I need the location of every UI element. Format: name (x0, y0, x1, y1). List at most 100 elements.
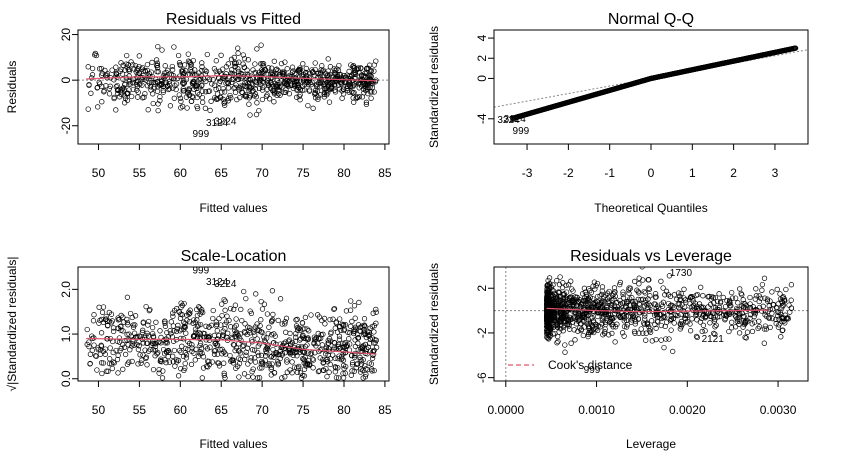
data-point (199, 350, 205, 356)
data-point (208, 322, 215, 328)
data-point (309, 356, 316, 362)
data-point (263, 93, 270, 100)
data-point (196, 329, 202, 336)
data-point (256, 85, 263, 91)
data-point (691, 305, 697, 311)
data-point (136, 81, 142, 87)
data-point (178, 98, 184, 105)
data-point (310, 357, 317, 363)
legend: Cook's distance (508, 358, 633, 372)
data-point (144, 330, 150, 336)
data-point (144, 362, 150, 368)
data-point (671, 292, 677, 298)
data-point (109, 67, 115, 73)
data-point (277, 92, 283, 98)
data-point (705, 304, 711, 310)
data-point (609, 330, 615, 337)
point-label: 999 (192, 129, 209, 140)
data-point (302, 343, 308, 350)
data-point (321, 81, 328, 87)
data-point (128, 59, 134, 65)
data-point (257, 76, 263, 83)
data-point (116, 316, 122, 323)
data-point (84, 326, 90, 333)
data-point (271, 370, 278, 376)
data-point (752, 296, 758, 302)
data-point (213, 58, 219, 64)
data-point (212, 348, 218, 354)
data-point (248, 310, 255, 317)
data-point (230, 341, 237, 348)
data-point (171, 75, 177, 82)
data-point (588, 315, 594, 321)
data-point (259, 96, 266, 103)
data-point (710, 295, 717, 301)
y-tick-label: -20 (59, 117, 73, 135)
data-point (268, 364, 275, 371)
data-point (597, 301, 604, 307)
data-point (776, 322, 782, 328)
data-point (145, 333, 151, 339)
y-axis-label: Standardized residuals (427, 26, 441, 148)
data-point (220, 66, 226, 72)
data-point (352, 343, 359, 350)
data-point (678, 318, 685, 325)
data-point (135, 346, 142, 353)
data-point (162, 323, 169, 329)
data-point (779, 327, 785, 334)
data-point (259, 329, 265, 335)
data-point (261, 67, 268, 73)
data-point (170, 313, 176, 319)
data-point (297, 97, 303, 103)
data-point (294, 316, 300, 323)
data-point (645, 296, 651, 302)
data-point (777, 309, 783, 316)
data-point (647, 293, 653, 299)
data-point (332, 89, 339, 95)
data-point (99, 70, 105, 77)
data-point (304, 342, 310, 348)
data-point (319, 63, 325, 69)
data-point (101, 88, 107, 94)
data-point (186, 59, 193, 65)
data-point (769, 289, 775, 295)
data-point (644, 320, 650, 326)
reference-line (494, 49, 808, 108)
data-point (788, 305, 795, 311)
data-point (96, 79, 102, 85)
data-point (653, 305, 659, 312)
data-point (761, 326, 768, 332)
data-point (98, 316, 105, 323)
data-point (220, 85, 226, 92)
data-point (257, 75, 263, 81)
data-point (319, 346, 325, 352)
data-point (309, 79, 315, 85)
data-point (243, 295, 249, 302)
data-point (105, 322, 111, 328)
data-point (304, 336, 311, 342)
data-point (173, 81, 180, 87)
data-point (220, 328, 226, 334)
data-point (767, 324, 773, 331)
data-point (366, 333, 372, 339)
data-point (260, 84, 266, 91)
data-point (328, 329, 334, 335)
data-point (111, 95, 117, 102)
data-point (780, 327, 786, 333)
data-point (607, 319, 613, 325)
plot-frame (77, 29, 390, 145)
data-point (270, 311, 276, 318)
data-point (171, 44, 177, 50)
data-point (124, 331, 130, 338)
data-point (668, 316, 674, 322)
data-point (249, 347, 256, 353)
data-point (159, 375, 166, 381)
data-point (85, 64, 91, 70)
data-point (96, 66, 103, 72)
x-tick-label: 65 (215, 403, 229, 417)
data-point (545, 336, 552, 342)
data-point (747, 294, 753, 301)
data-point (200, 365, 207, 371)
data-point (126, 81, 132, 88)
